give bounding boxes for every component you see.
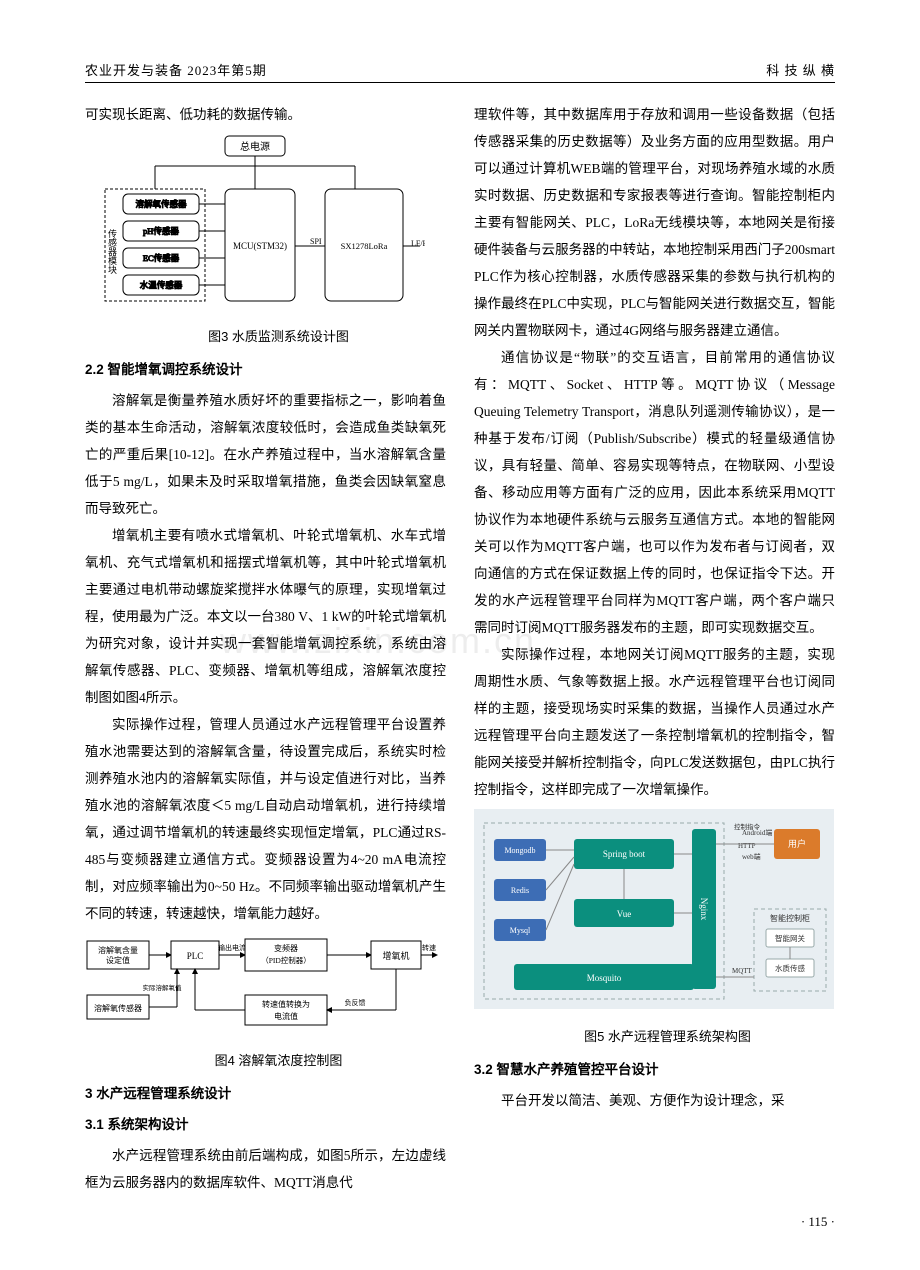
svg-text:控制指令: 控制指令 xyxy=(734,822,761,831)
para: 实际操作过程，本地网关订阅MQTT服务的主题，实现周期性水质、气象等数据上报。水… xyxy=(474,641,835,803)
svg-text:EC传感器: EC传感器 xyxy=(143,253,180,263)
svg-text:web端: web端 xyxy=(742,852,761,861)
svg-text:智能控制柜: 智能控制柜 xyxy=(770,913,810,923)
svg-text:水质传感: 水质传感 xyxy=(775,963,805,973)
svg-text:负反馈: 负反馈 xyxy=(345,998,366,1007)
heading-3-1: 3.1 系统架构设计 xyxy=(85,1111,446,1138)
fig3-svg: 总电源 传感器模块 溶解氧传感器 pH传感器 EC传感器水温传感器 MCU(STM3… xyxy=(85,134,425,309)
svg-text:（PID控制器）: （PID控制器） xyxy=(261,955,311,965)
svg-text:Nginx: Nginx xyxy=(699,898,709,921)
svg-text:SPI: SPI xyxy=(310,237,322,246)
svg-text:转速: 转速 xyxy=(422,943,436,952)
svg-text:PLC: PLC xyxy=(187,951,204,961)
fig3-caption: 图3 水质监测系统设计图 xyxy=(85,324,446,350)
svg-text:溶解氧传感器: 溶解氧传感器 xyxy=(94,1003,142,1013)
svg-text:实际溶解氧值: 实际溶解氧值 xyxy=(143,983,183,992)
svg-text:Spring boot: Spring boot xyxy=(603,849,646,859)
para: 水产远程管理系统由前后端构成，如图5所示，左边虚线框为云服务器内的数据库软件、M… xyxy=(85,1142,446,1196)
heading-3: 3 水产远程管理系统设计 xyxy=(85,1080,446,1107)
fig4-svg: 溶解氧含量设定值 PLC 输出电流 变频器 （PID控制器） 增氧机 转速 转速值… xyxy=(85,933,440,1033)
svg-text:溶解氧含量: 溶解氧含量 xyxy=(98,945,138,955)
svg-text:传感器模块: 传感器模块 xyxy=(107,228,117,275)
svg-text:Redis: Redis xyxy=(511,886,529,895)
heading-2-2: 2.2 智能增氧调控系统设计 xyxy=(85,356,446,383)
svg-text:LF/HF: LF/HF xyxy=(411,239,425,248)
svg-text:电流值: 电流值 xyxy=(274,1011,298,1021)
fig5-caption: 图5 水产远程管理系统架构图 xyxy=(474,1024,835,1050)
svg-text:Vue: Vue xyxy=(617,909,631,919)
svg-text:总电源: 总电源 xyxy=(240,140,270,153)
svg-text:溶解氧传感器: 溶解氧传感器 xyxy=(135,199,187,209)
svg-text:设定值: 设定值 xyxy=(106,955,130,965)
svg-text:智能网关: 智能网关 xyxy=(775,933,805,943)
header-left: 农业开发与装备 2023年第5期 xyxy=(85,60,267,79)
para: 增氧机主要有喷水式增氧机、叶轮式增氧机、水车式增氧机、充气式增氧机和摇摆式增氧机… xyxy=(85,522,446,711)
svg-text:增氧机: 增氧机 xyxy=(382,950,409,961)
svg-text:转速值转换为: 转速值转换为 xyxy=(262,999,310,1009)
svg-text:输出电流: 输出电流 xyxy=(218,943,246,952)
header-right: 科 技 纵 横 xyxy=(766,60,835,79)
svg-text:用户: 用户 xyxy=(788,838,806,849)
para: 理软件等，其中数据库用于存放和调用一些设备数据（包括传感器采集的历史数据等）及业… xyxy=(474,101,835,344)
page-number: · 115 · xyxy=(85,1214,835,1230)
fig5-svg: Mongodb Redis Mysql Spring boot Vue Mosq… xyxy=(474,809,834,1009)
para: 可实现长距离、低功耗的数据传输。 xyxy=(85,101,446,128)
svg-text:水温传感器: 水温传感器 xyxy=(140,280,183,290)
para: 实际操作过程，管理人员通过水产远程管理平台设置养殖水池需要达到的溶解氧含量，待设… xyxy=(85,711,446,927)
svg-text:MCU(STM32): MCU(STM32) xyxy=(233,241,287,251)
para: 通信协议是“物联”的交互语言，目前常用的通信协议有：MQTT、Socket、HT… xyxy=(474,344,835,641)
right-column: 理软件等，其中数据库用于存放和调用一些设备数据（包括传感器采集的历史数据等）及业… xyxy=(474,101,835,1196)
left-column: 可实现长距离、低功耗的数据传输。 总电源 传感器模块 溶解氧传感器 pH传感器 xyxy=(85,101,446,1196)
svg-text:pH传感器: pH传感器 xyxy=(143,226,179,236)
page: www.zixin.com.cn 农业开发与装备 2023年第5期 科 技 纵 … xyxy=(0,0,920,1270)
figure-4: 溶解氧含量设定值 PLC 输出电流 变频器 （PID控制器） 增氧机 转速 转速值… xyxy=(85,933,446,1042)
para: 平台开发以简洁、美观、方便作为设计理念，采 xyxy=(474,1087,835,1114)
svg-text:HTTP: HTTP xyxy=(738,842,756,850)
svg-text:MQTT: MQTT xyxy=(732,967,753,975)
para: 溶解氧是衡量养殖水质好坏的重要指标之一，影响着鱼类的基本生命活动，溶解氧浓度较低… xyxy=(85,387,446,522)
figure-5: Mongodb Redis Mysql Spring boot Vue Mosq… xyxy=(474,809,835,1018)
figure-3: 总电源 传感器模块 溶解氧传感器 pH传感器 EC传感器水温传感器 MCU(STM3… xyxy=(85,134,446,318)
svg-text:Mysql: Mysql xyxy=(510,926,531,935)
svg-text:SX1278LoRa: SX1278LoRa xyxy=(341,241,388,251)
columns: 可实现长距离、低功耗的数据传输。 总电源 传感器模块 溶解氧传感器 pH传感器 xyxy=(85,101,835,1196)
svg-text:Mongodb: Mongodb xyxy=(504,846,535,855)
fig4-caption: 图4 溶解氧浓度控制图 xyxy=(85,1048,446,1074)
svg-text:Mosquito: Mosquito xyxy=(587,973,622,983)
header: 农业开发与装备 2023年第5期 科 技 纵 横 xyxy=(85,60,835,83)
heading-3-2: 3.2 智慧水产养殖管控平台设计 xyxy=(474,1056,835,1083)
svg-text:变频器: 变频器 xyxy=(274,943,298,953)
